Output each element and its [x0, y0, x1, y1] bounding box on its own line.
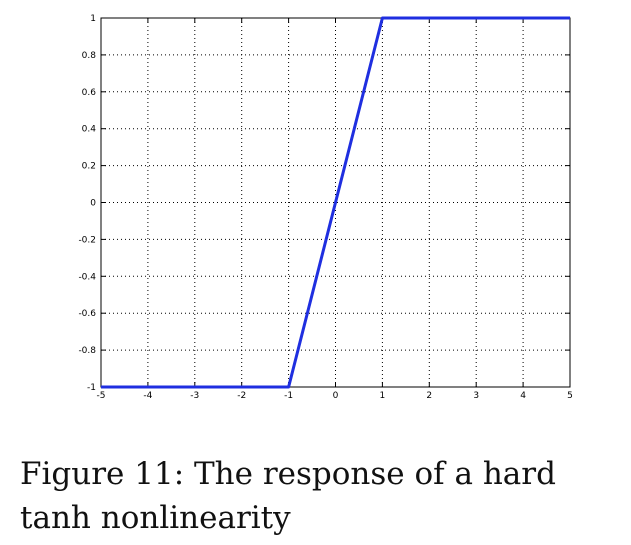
x-tick-labels: -5 -4 -3 -2 -1 0 1 2 3 4 5: [97, 391, 573, 401]
figure-caption: Figure 11: The response of a hard tanh n…: [20, 456, 556, 536]
x-tick-label: -1: [284, 391, 293, 401]
y-tick-label: 0.6: [82, 88, 97, 98]
y-tick-label: 1: [90, 14, 96, 24]
y-tick-label: 0.4: [82, 125, 97, 135]
series: [101, 16, 570, 389]
y-tick-label: -0.8: [78, 346, 96, 356]
x-tick-label: 5: [567, 391, 573, 401]
y-tick-label: 0: [90, 199, 96, 209]
hard-tanh-chart: -5 -4 -3 -2 -1 0 1 2 3 4 5 -1 -0.8 -0.6 -0.4 -0.2 0 0.2 0…: [78, 14, 573, 401]
hard-tanh-line: [101, 16, 570, 389]
y-tick-label: 0.8: [82, 51, 97, 61]
x-tick-label: -2: [237, 391, 246, 401]
x-tick-label: 3: [473, 391, 479, 401]
x-tick-label: -4: [143, 391, 152, 401]
y-tick-label: -0.2: [78, 235, 96, 245]
x-tick-label: 1: [380, 391, 386, 401]
y-tick-label: -0.6: [78, 309, 96, 319]
y-tick-label: -1: [87, 383, 96, 393]
x-tick-label: 4: [520, 391, 526, 401]
x-tick-label: -3: [190, 391, 199, 401]
x-tick-label: 0: [333, 391, 339, 401]
x-tick-label: -5: [97, 391, 106, 401]
y-tick-label: 0.2: [82, 162, 96, 172]
y-tick-labels: -1 -0.8 -0.6 -0.4 -0.2 0 0.2 0.4 0.6 0.8 1: [78, 14, 96, 393]
y-tick-label: -0.4: [78, 272, 96, 282]
x-tick-label: 2: [426, 391, 432, 401]
